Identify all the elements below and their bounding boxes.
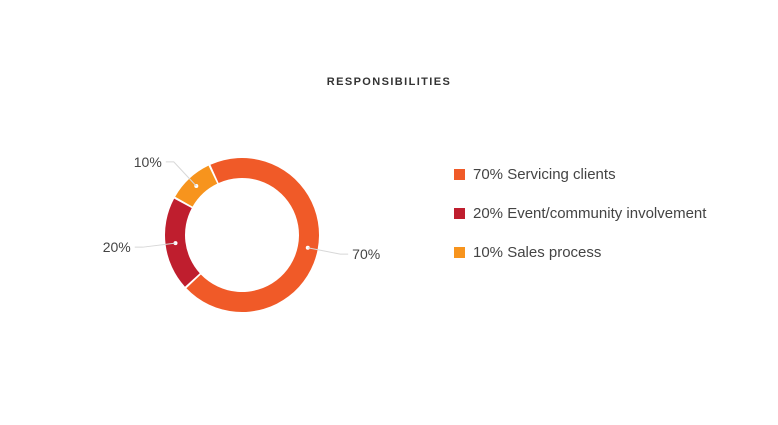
legend-label: 10% Sales process [473,243,602,261]
donut-slice-servicing-clients[interactable] [186,157,320,312]
donut-slice-event-community-involvement[interactable] [165,198,200,287]
legend-swatch [454,168,465,180]
leader-line [134,242,176,248]
legend-swatch [454,246,465,258]
legend-label: 20% Event/community involvement [473,204,707,222]
leader-line [307,247,349,255]
legend-item-event-community-involvement[interactable]: 20% Event/community involvement [454,202,706,224]
legend-swatch [454,207,465,219]
chart-title: RESPONSIBILITIES [326,76,452,88]
data-label: 20% [103,239,131,255]
legend-item-servicing-clients[interactable]: 70% Servicing clients [454,163,706,185]
leader-line [165,161,197,187]
data-label: 10% [134,154,162,170]
chart-legend: 70% Servicing clients 20% Event/communit… [454,163,706,280]
data-label: 70% [352,246,380,262]
legend-item-sales-process[interactable]: 10% Sales process [454,241,706,263]
legend-label: 70% Servicing clients [473,165,616,183]
